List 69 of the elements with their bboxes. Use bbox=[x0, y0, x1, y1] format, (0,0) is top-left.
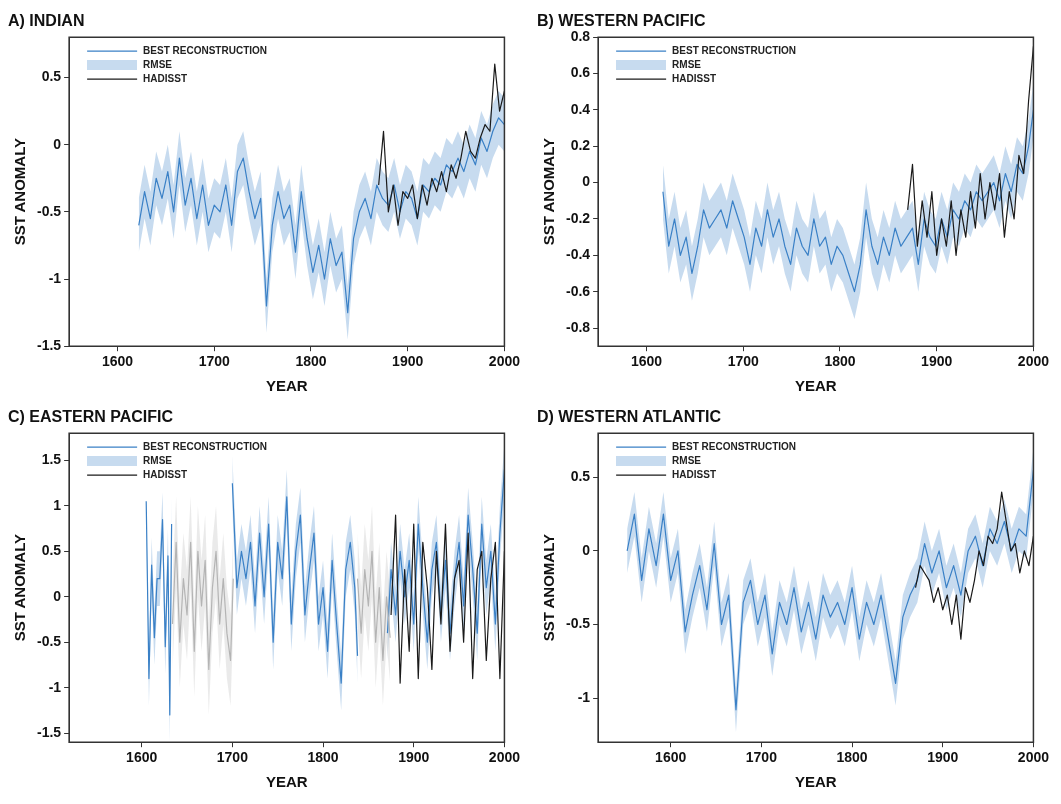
x-tick-label: 1800 bbox=[824, 353, 856, 370]
y-tick-label: 0.5 bbox=[41, 542, 62, 559]
y-tick-label: 0 bbox=[582, 173, 591, 190]
y-tick-label: -1 bbox=[48, 678, 62, 695]
y-tick-label: -0.8 bbox=[566, 318, 591, 335]
x-tick-label: 1900 bbox=[927, 749, 959, 766]
x-tick-label: 2000 bbox=[1017, 353, 1050, 370]
y-tick-label: 0 bbox=[53, 587, 62, 604]
y-tick-label: 0.4 bbox=[570, 100, 591, 117]
y-axis-title: SST ANOMALY bbox=[11, 534, 29, 642]
legend-label: HADISST bbox=[672, 72, 717, 84]
x-axis-title: YEAR bbox=[794, 377, 837, 395]
y-tick-label: 0.6 bbox=[570, 64, 591, 81]
y-tick-label: -0.6 bbox=[566, 282, 591, 299]
y-axis-title: SST ANOMALY bbox=[11, 138, 29, 246]
x-tick-label: 1900 bbox=[398, 749, 430, 766]
annotation: RMSE bbox=[143, 58, 173, 70]
y-tick-label: 0.2 bbox=[570, 137, 591, 154]
chart-title: A) INDIAN bbox=[8, 12, 85, 30]
x-tick-label: 1700 bbox=[727, 353, 760, 370]
x-tick-label: 2000 bbox=[488, 749, 521, 766]
legend-label: BEST RECONSTRUCTION bbox=[672, 440, 797, 452]
x-tick-label: 1700 bbox=[216, 749, 249, 766]
y-tick-label: -0.5 bbox=[37, 633, 62, 650]
y-axis-title: SST ANOMALY bbox=[540, 534, 558, 642]
x-tick-label: 1800 bbox=[295, 353, 327, 370]
annotation: RMSE bbox=[672, 454, 702, 466]
legend-label: BEST RECONSTRUCTION bbox=[143, 440, 268, 452]
y-tick-label: -0.4 bbox=[566, 246, 591, 263]
x-tick-label: 1600 bbox=[655, 749, 687, 766]
legend-label: BEST RECONSTRUCTION bbox=[672, 44, 797, 56]
y-tick-label: 1.5 bbox=[41, 451, 62, 468]
y-tick-label: 1 bbox=[53, 496, 62, 513]
legend-label: HADISST bbox=[143, 72, 188, 84]
x-tick-label: 1600 bbox=[101, 353, 134, 370]
x-tick-label: 1900 bbox=[921, 353, 953, 370]
y-tick-label: -1 bbox=[577, 688, 591, 705]
legend-label: HADISST bbox=[672, 468, 717, 480]
y-tick-label: -0.2 bbox=[566, 209, 591, 226]
x-tick-label: 1700 bbox=[198, 353, 231, 370]
legend-label: BEST RECONSTRUCTION bbox=[143, 44, 268, 56]
annotation: RMSE bbox=[672, 58, 702, 70]
x-tick-label: 1600 bbox=[630, 353, 663, 370]
x-axis-title: YEAR bbox=[794, 773, 837, 791]
x-tick-label: 1900 bbox=[392, 353, 424, 370]
x-tick-label: 1600 bbox=[126, 749, 158, 766]
chart-title: B) WESTERN PACIFIC bbox=[537, 12, 707, 30]
x-tick-label: 1800 bbox=[836, 749, 868, 766]
y-tick-label: 0.5 bbox=[570, 468, 591, 485]
x-tick-label: 1800 bbox=[307, 749, 339, 766]
y-tick-label: -1.5 bbox=[37, 337, 62, 354]
y-tick-label: -0.5 bbox=[37, 202, 62, 219]
chart-title: C) EASTERN PACIFIC bbox=[8, 408, 174, 426]
legend-label: HADISST bbox=[143, 468, 188, 480]
y-tick-label: 0 bbox=[582, 541, 591, 558]
y-tick-label: -1 bbox=[48, 269, 62, 286]
chart-title: D) WESTERN ATLANTIC bbox=[537, 408, 722, 426]
x-axis-title: YEAR bbox=[265, 377, 308, 395]
x-tick-label: 2000 bbox=[488, 353, 521, 370]
y-tick-label: -0.5 bbox=[566, 615, 591, 632]
x-tick-label: 1700 bbox=[745, 749, 778, 766]
x-axis-title: YEAR bbox=[265, 773, 308, 791]
y-axis-title: SST ANOMALY bbox=[540, 138, 558, 246]
y-tick-label: -1.5 bbox=[37, 723, 62, 740]
y-tick-label: 0 bbox=[53, 135, 62, 152]
y-tick-label: 0.8 bbox=[570, 28, 591, 45]
y-tick-label: 0.5 bbox=[41, 68, 62, 85]
x-tick-label: 2000 bbox=[1017, 749, 1050, 766]
annotation: RMSE bbox=[143, 454, 173, 466]
